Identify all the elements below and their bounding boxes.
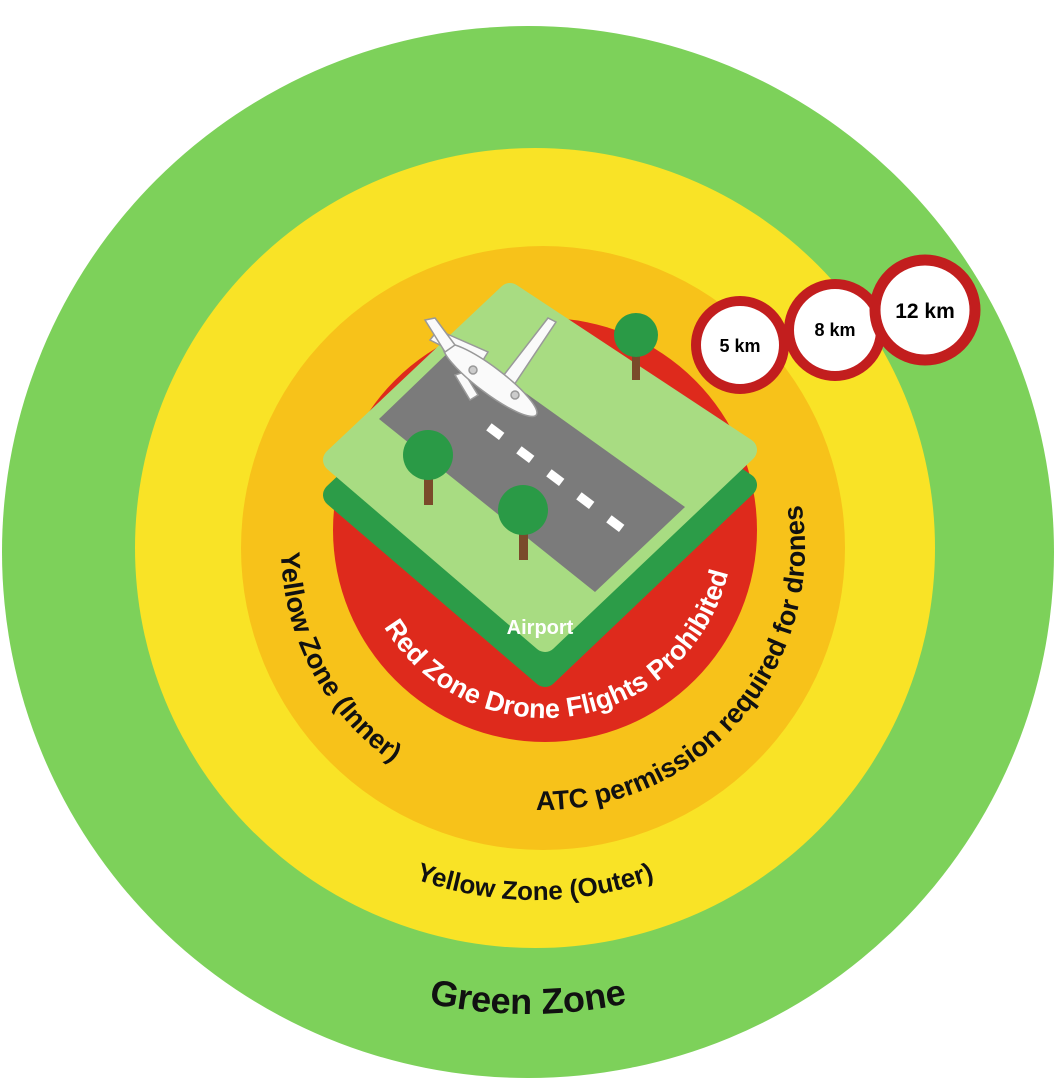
sign-label: 12 km	[895, 300, 955, 323]
page: {"zones": {"green": "Green Zone", "yello…	[0, 0, 1057, 1081]
sign-label: 8 km	[814, 320, 855, 340]
airport-label: Airport	[507, 617, 574, 639]
sign-label: 5 km	[719, 336, 760, 356]
zones-diagram: Green ZoneYellow Zone (Outer)Yellow Zone…	[0, 0, 1057, 1081]
